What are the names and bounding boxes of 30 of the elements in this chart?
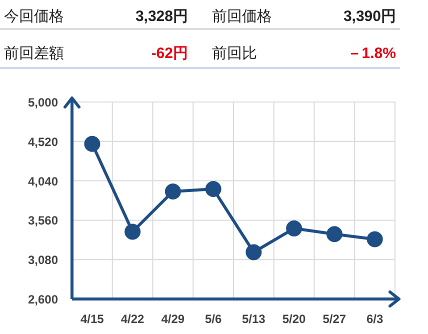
point xyxy=(84,136,100,152)
y-tick-label: 5,000 xyxy=(28,96,58,110)
text: 今回価格 xyxy=(4,8,64,25)
x-tick-label: 4/29 xyxy=(161,312,185,326)
point xyxy=(326,226,342,242)
x-tick-label: 6/3 xyxy=(366,312,384,326)
point xyxy=(286,220,302,236)
text: 前回価格 xyxy=(212,8,272,25)
x-tick-label: 5/27 xyxy=(322,312,346,326)
point xyxy=(164,183,181,200)
y-tick-label: 4,040 xyxy=(28,174,58,188)
x-tick-label: 4/22 xyxy=(120,312,145,326)
text: 前回比 xyxy=(212,45,257,62)
point xyxy=(124,224,141,240)
y-tick-label: 3,080 xyxy=(28,253,58,268)
point xyxy=(366,231,383,248)
text: 前回差額 xyxy=(4,45,64,62)
text: 3,328円 xyxy=(135,8,188,25)
x-tick-label: 5/13 xyxy=(242,312,266,326)
text: －1.8% xyxy=(346,45,396,62)
y-tick-label: 3,560 xyxy=(28,214,58,228)
x-tick-label: 5/20 xyxy=(282,312,306,326)
point xyxy=(205,181,222,198)
x-tick-label: 5/6 xyxy=(204,312,222,326)
y-tick-label: 2,600 xyxy=(28,292,58,306)
text: 3,390円 xyxy=(343,8,396,25)
x-tick-label: 4/15 xyxy=(80,312,104,326)
point xyxy=(246,244,262,260)
text: -62円 xyxy=(151,45,188,62)
y-tick-label: 4,520 xyxy=(28,134,58,149)
